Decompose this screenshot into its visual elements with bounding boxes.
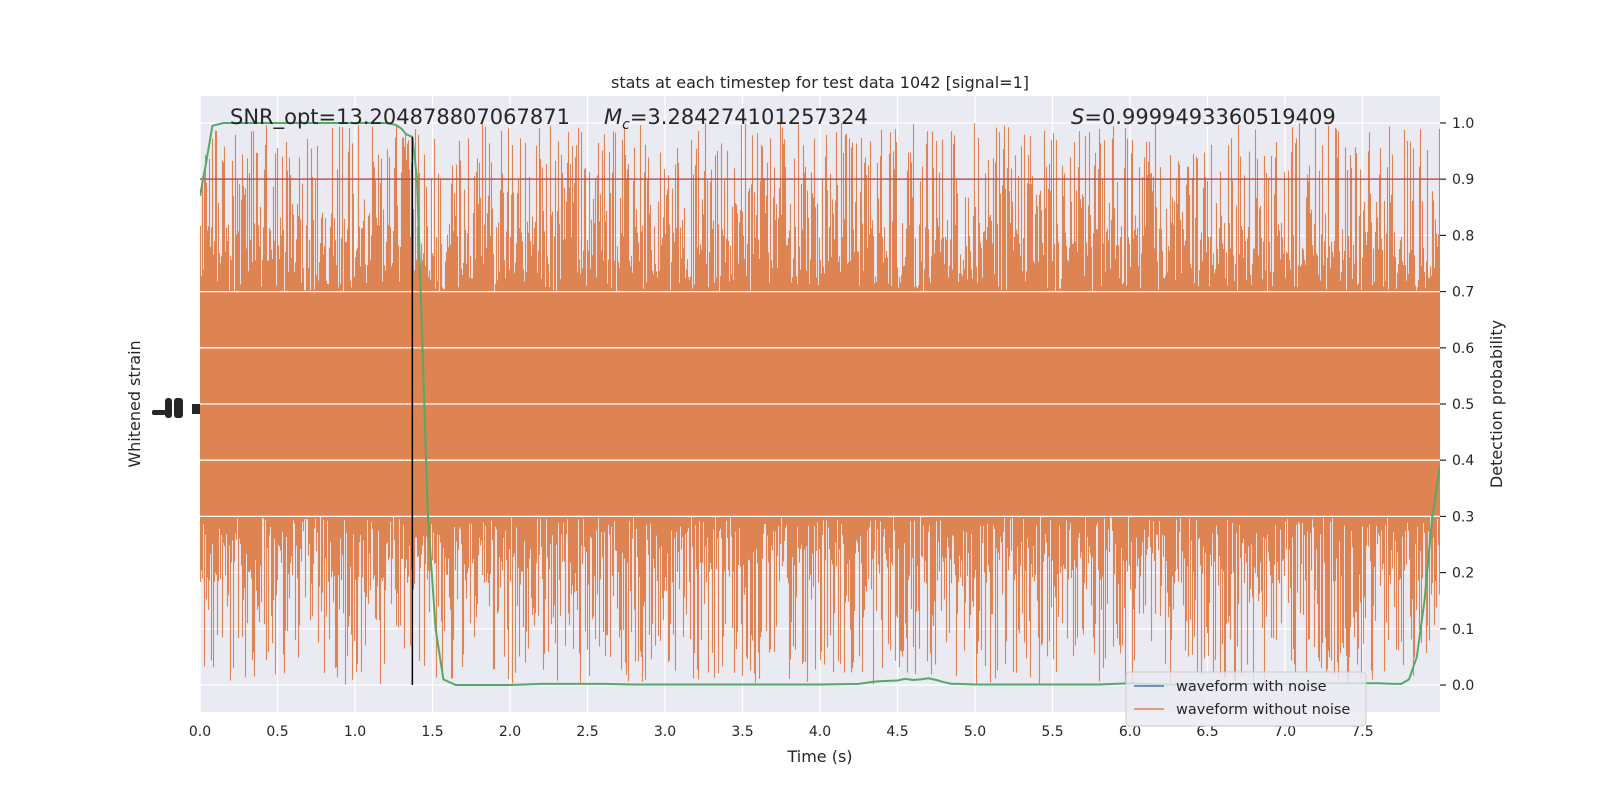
x-axis-label: Time (s) [786,747,852,766]
left-tick-blob [174,398,183,418]
mc-symbol: M [604,105,622,129]
snr-annotation: SNR_opt=13.204878807067871 [230,105,570,130]
noise-waveform [200,123,1440,685]
mc-annotation: Mc=3.284274101257324 [604,105,868,133]
y-tick-label: 1.0 [1452,116,1474,132]
legend: waveform with noise waveform without noi… [1125,671,1367,727]
x-tick-label: 4.0 [809,724,831,740]
y-tick-label: 0.7 [1452,285,1474,301]
y-tick-label: 0.8 [1452,228,1474,244]
x-tick-label: 1.5 [421,724,443,740]
s-symbol: S [1071,105,1084,129]
x-tick-label: 7.5 [1351,724,1373,740]
left-axis-overlapped-ticks [152,398,200,418]
s-annotation: S=0.9999493360519409 [1071,105,1336,129]
mc-subscript: c [622,117,630,133]
y-tick-label: 0.3 [1452,509,1474,525]
s-value: =0.9999493360519409 [1084,105,1335,129]
x-tick-label: 0.0 [189,724,211,740]
x-axis-ticks: 0.0 0.5 1.0 1.5 2.0 2.5 3.0 3.5 4.0 4.5 5.0 5.5 6.0 6… [189,724,1374,740]
left-tick-blob [192,404,200,414]
x-tick-label: 5.5 [1041,724,1063,740]
y-tick-label: 0.4 [1452,453,1474,469]
mc-value: =3.284274101257324 [630,105,868,129]
legend-box [1125,671,1367,727]
x-tick-label: 1.0 [344,724,366,740]
x-tick-label: 3.5 [731,724,753,740]
y-tick-label: 0.9 [1452,172,1474,188]
x-tick-label: 6.0 [1119,724,1141,740]
x-tick-label: 4.5 [886,724,908,740]
left-axis-label: Whitened strain [125,340,144,467]
y-tick-label: 0.1 [1452,622,1474,638]
x-tick-label: 7.0 [1274,724,1296,740]
left-tick-blob [152,410,166,415]
y-tick-label: 0.0 [1452,678,1474,694]
y-tick-label: 0.5 [1452,397,1474,413]
right-axis-ticks: 0.0 0.1 0.2 0.3 0.4 0.5 0.6 0.7 0.8 0.9 1.0 [1440,116,1474,694]
x-tick-label: 6.5 [1196,724,1218,740]
chart-title: stats at each timestep for test data 104… [611,73,1029,92]
x-tick-label: 2.0 [499,724,521,740]
right-axis-label: Detection probability [1487,320,1506,488]
legend-label-with-noise: waveform with noise [1176,679,1327,695]
y-tick-label: 0.6 [1452,341,1474,357]
x-tick-label: 5.0 [964,724,986,740]
left-tick-blob [165,398,172,418]
legend-label-without-noise: waveform without noise [1176,702,1350,718]
y-tick-label: 0.2 [1452,566,1474,582]
x-tick-label: 2.5 [576,724,598,740]
x-tick-label: 3.0 [654,724,676,740]
x-tick-label: 0.5 [266,724,288,740]
